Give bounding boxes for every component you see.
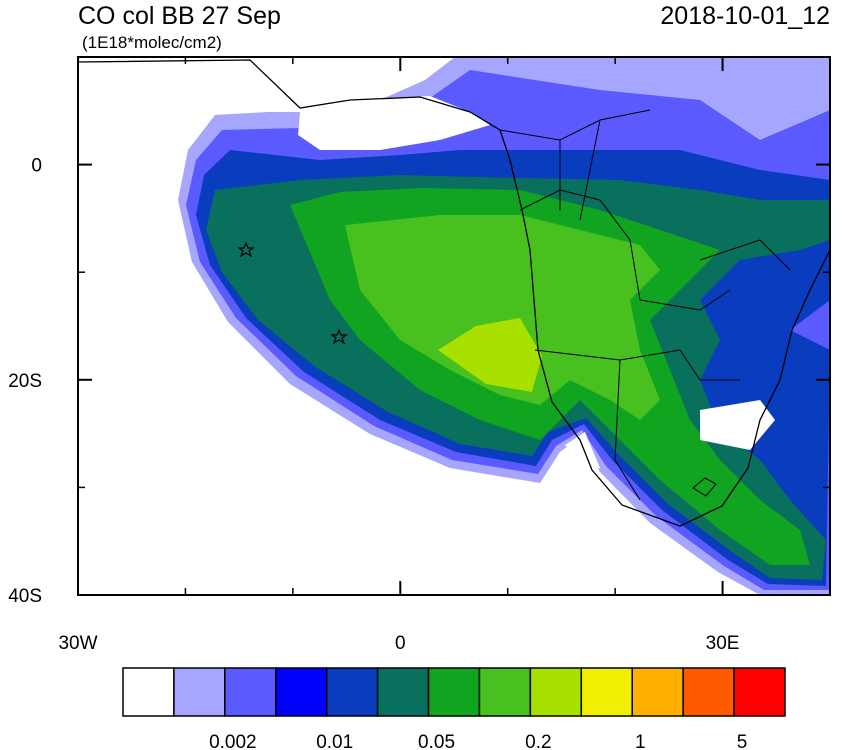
colorbar-label: 0.01 — [316, 732, 353, 750]
map-frame — [77, 56, 831, 596]
colorbar-label: 0.002 — [209, 732, 257, 750]
x-tick-label: 0 — [395, 633, 406, 654]
colorbar-box — [325, 667, 379, 717]
colorbar-box — [631, 667, 684, 717]
subtitle: (1E18*molec/cm2) — [82, 33, 222, 52]
colorbar-label: 0.05 — [418, 732, 455, 750]
axes: 30W 0 30E 0 20S 40S — [8, 56, 831, 654]
colorbar-box — [478, 667, 532, 717]
colorbar-label: 1 — [635, 732, 646, 750]
colorbar-box — [427, 667, 481, 717]
coastline — [78, 57, 830, 527]
lesotho — [692, 477, 717, 497]
colorbar-box — [580, 667, 633, 717]
colorbar-box — [275, 667, 328, 717]
colorbar-box — [173, 667, 226, 717]
date: 2018-10-01_12 — [660, 2, 830, 30]
colorbar-box — [224, 667, 277, 717]
y-tick-label: 0 — [31, 156, 42, 177]
x-tick-label: 30E — [706, 633, 740, 654]
plume-light-green — [345, 215, 660, 420]
colorbar: 0.002 0.01 0.05 0.2 1 5 — [122, 667, 786, 750]
field — [78, 57, 830, 595]
title: CO col BB 27 Sep — [78, 2, 281, 30]
land-gap — [298, 96, 490, 150]
colorbar-label: 0.2 — [525, 732, 551, 750]
colorbar-box — [682, 667, 735, 717]
x-tick-label: 30W — [58, 633, 97, 654]
land-gap-south — [565, 400, 775, 472]
station-star — [237, 241, 348, 345]
colorbar-box — [529, 667, 583, 717]
colorbar-box — [122, 667, 175, 717]
plume-core — [438, 318, 542, 392]
colorbar-label: 5 — [737, 732, 748, 750]
colorbar-box — [376, 667, 430, 717]
borders — [499, 109, 791, 501]
y-tick-label: 40S — [8, 586, 42, 607]
colorbar-box — [733, 667, 786, 717]
y-tick-label: 20S — [8, 371, 42, 392]
